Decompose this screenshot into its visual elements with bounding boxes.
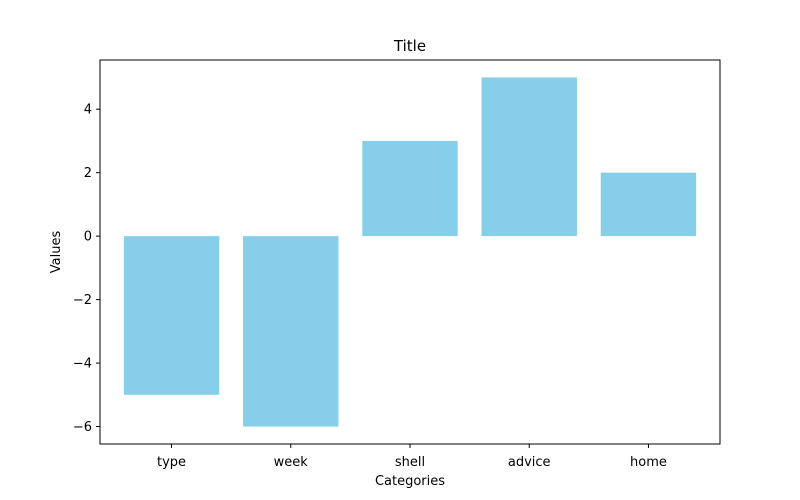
x-axis-label: Categories xyxy=(375,474,445,489)
y-axis-ticks: −6 −4 −2 0 2 4 xyxy=(73,103,100,435)
bar-week xyxy=(243,236,339,427)
x-tick-label: type xyxy=(157,455,186,470)
x-tick-label: home xyxy=(630,455,667,470)
y-tick-label: −4 xyxy=(73,357,92,372)
bars-group xyxy=(123,77,697,427)
x-axis-ticks: type week shell advice home xyxy=(157,444,667,470)
x-tick-label: shell xyxy=(395,455,425,470)
y-tick-label: −2 xyxy=(73,293,92,308)
x-tick-label: week xyxy=(274,455,309,470)
bar-advice xyxy=(481,77,577,237)
bar-home xyxy=(600,172,697,237)
y-axis-label: Values xyxy=(49,231,64,274)
y-tick-label: 0 xyxy=(84,230,92,245)
y-tick-label: −6 xyxy=(73,420,92,435)
chart-title: Title xyxy=(393,37,426,55)
x-tick-label: advice xyxy=(508,455,551,470)
y-tick-label: 4 xyxy=(84,103,92,118)
bar-shell xyxy=(362,140,458,237)
y-tick-label: 2 xyxy=(84,166,92,181)
bar-type xyxy=(123,236,220,395)
